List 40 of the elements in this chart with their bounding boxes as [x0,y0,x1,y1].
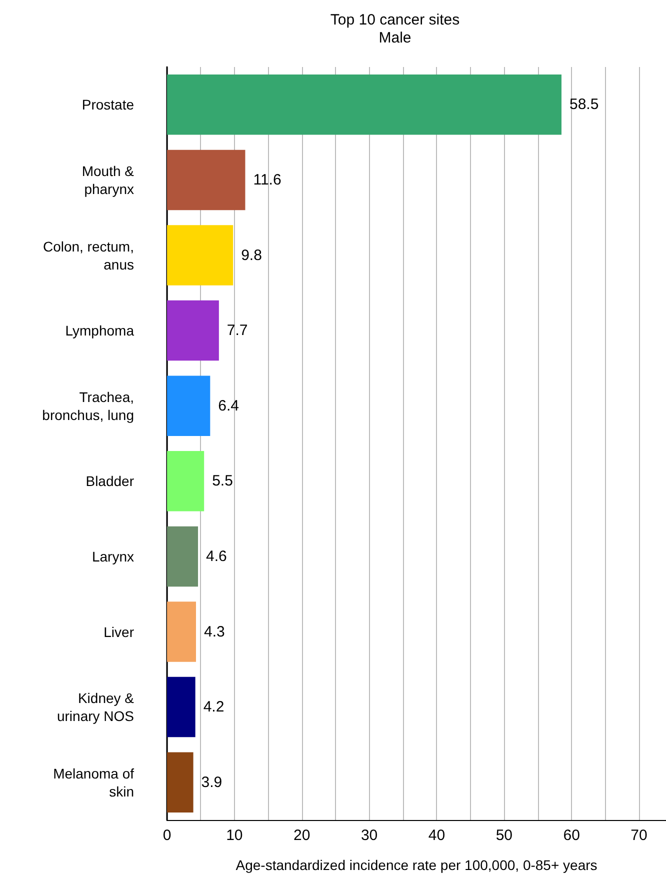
y-tick-label: Trachea, bronchus, lung [42,388,134,423]
x-tick-label: 70 [630,827,648,844]
x-tick-label: 40 [428,827,446,844]
x-tick-label: 60 [563,827,580,844]
y-tick-label: Colon, rectum, anus [42,238,134,272]
chart-title: Top 10 cancer sites Male [330,12,460,46]
x-tick-label: 10 [226,827,243,844]
data-label: 5.5 [212,472,233,490]
x-tick-label: 0 [162,827,172,844]
data-label: 6.4 [218,397,240,414]
y-tick-label: Mouth & pharynx [82,162,135,197]
data-label: 9.8 [241,246,262,264]
y-tick-label: Liver [104,624,134,640]
y-tick-label: Lymphoma [65,322,134,339]
data-label: 4.6 [206,548,227,565]
bar [167,300,219,361]
data-label: 11.6 [253,171,282,188]
y-tick-label: Prostate [82,96,134,113]
x-tick-label: 30 [360,827,378,844]
bar [167,602,196,662]
y-tick-label: Melanoma of skin [53,765,134,800]
x-axis-title: Age-standardized incidence rate per 100,000, 0-85+ years [236,857,598,873]
bar [167,150,246,210]
bar [167,752,194,812]
x-tick-label: 20 [294,827,310,844]
bar [167,376,210,436]
x-tick-label: 50 [496,827,513,844]
data-label: 4.2 [203,698,224,716]
data-label: 4.3 [204,623,225,640]
bar [167,451,204,512]
data-label: 3.9 [201,774,222,791]
bar [167,74,562,135]
bar [167,676,196,738]
y-tick-label: Bladder [86,473,134,490]
y-tick-label: Kidney & urinary NOS [56,690,135,724]
bar [167,225,234,286]
data-label: 58.5 [569,96,599,114]
data-label: 7.7 [226,322,248,340]
y-tick-label: Larynx [92,548,134,564]
bar [167,526,198,587]
